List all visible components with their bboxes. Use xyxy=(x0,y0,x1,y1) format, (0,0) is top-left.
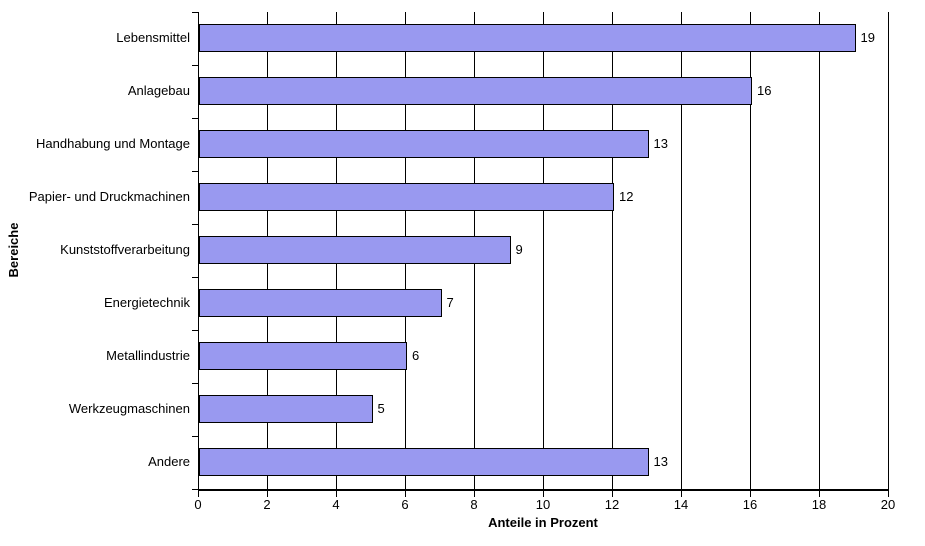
plot-area xyxy=(198,12,889,491)
y-axis-tick xyxy=(192,330,198,331)
x-axis-tick-label: 2 xyxy=(263,497,271,512)
x-axis-tick xyxy=(819,491,820,497)
x-axis-tick-label: 20 xyxy=(880,497,896,512)
gridline xyxy=(612,12,613,489)
bar xyxy=(199,289,442,317)
y-axis-tick xyxy=(192,65,198,66)
y-axis-tick xyxy=(192,224,198,225)
y-axis-tick xyxy=(192,118,198,119)
x-axis-tick xyxy=(405,491,406,497)
value-label: 9 xyxy=(515,242,523,257)
x-axis-tick-label: 12 xyxy=(604,497,620,512)
x-axis-tick xyxy=(543,491,544,497)
y-axis-tick xyxy=(192,489,198,490)
y-axis-tick xyxy=(192,171,198,172)
category-label: Werkzeugmaschinen xyxy=(68,401,190,416)
value-label: 16 xyxy=(757,83,772,98)
category-label: Lebensmittel xyxy=(116,30,190,45)
category-label: Papier- und Druckmachinen xyxy=(28,189,190,204)
value-label: 19 xyxy=(860,30,875,45)
bar xyxy=(199,183,614,211)
bar xyxy=(199,130,649,158)
x-axis-tick xyxy=(612,491,613,497)
x-axis-title: Anteile in Prozent xyxy=(488,515,598,530)
y-axis-tick xyxy=(192,12,198,13)
x-axis-tick-label: 4 xyxy=(332,497,340,512)
bar xyxy=(199,448,649,476)
value-label: 13 xyxy=(653,454,668,469)
value-label: 5 xyxy=(377,401,385,416)
bar xyxy=(199,24,856,52)
x-axis-tick-label: 10 xyxy=(535,497,551,512)
y-axis-tick xyxy=(192,436,198,437)
value-label: 13 xyxy=(653,136,668,151)
bar xyxy=(199,395,373,423)
x-axis-tick-label: 6 xyxy=(401,497,409,512)
category-label: Energietechnik xyxy=(104,295,190,310)
bar xyxy=(199,77,752,105)
x-axis-tick-label: 8 xyxy=(470,497,478,512)
bar xyxy=(199,236,511,264)
value-label: 6 xyxy=(412,348,420,363)
x-axis-tick xyxy=(198,491,199,497)
y-axis-tick xyxy=(192,277,198,278)
gridline xyxy=(750,12,751,489)
x-axis-tick xyxy=(474,491,475,497)
gridline xyxy=(681,12,682,489)
gridline xyxy=(819,12,820,489)
category-label: Andere xyxy=(148,454,190,469)
x-axis-tick xyxy=(681,491,682,497)
category-label: Anlagebau xyxy=(127,83,190,98)
x-axis-tick xyxy=(750,491,751,497)
gridline xyxy=(543,12,544,489)
category-label: Handhabung und Montage xyxy=(36,136,190,151)
x-axis-tick-label: 0 xyxy=(194,497,202,512)
x-axis-tick-label: 18 xyxy=(811,497,827,512)
value-label: 7 xyxy=(446,295,454,310)
value-label: 12 xyxy=(619,189,634,204)
x-axis-tick xyxy=(267,491,268,497)
x-axis-tick xyxy=(336,491,337,497)
x-axis-tick xyxy=(888,491,889,497)
category-label: Metallindustrie xyxy=(106,348,190,363)
y-axis-tick xyxy=(192,383,198,384)
x-axis-tick-label: 16 xyxy=(742,497,758,512)
bar xyxy=(199,342,407,370)
category-label: Kunststoffverarbeitung xyxy=(60,242,190,257)
gridline xyxy=(888,12,889,489)
x-axis-tick-label: 14 xyxy=(673,497,689,512)
